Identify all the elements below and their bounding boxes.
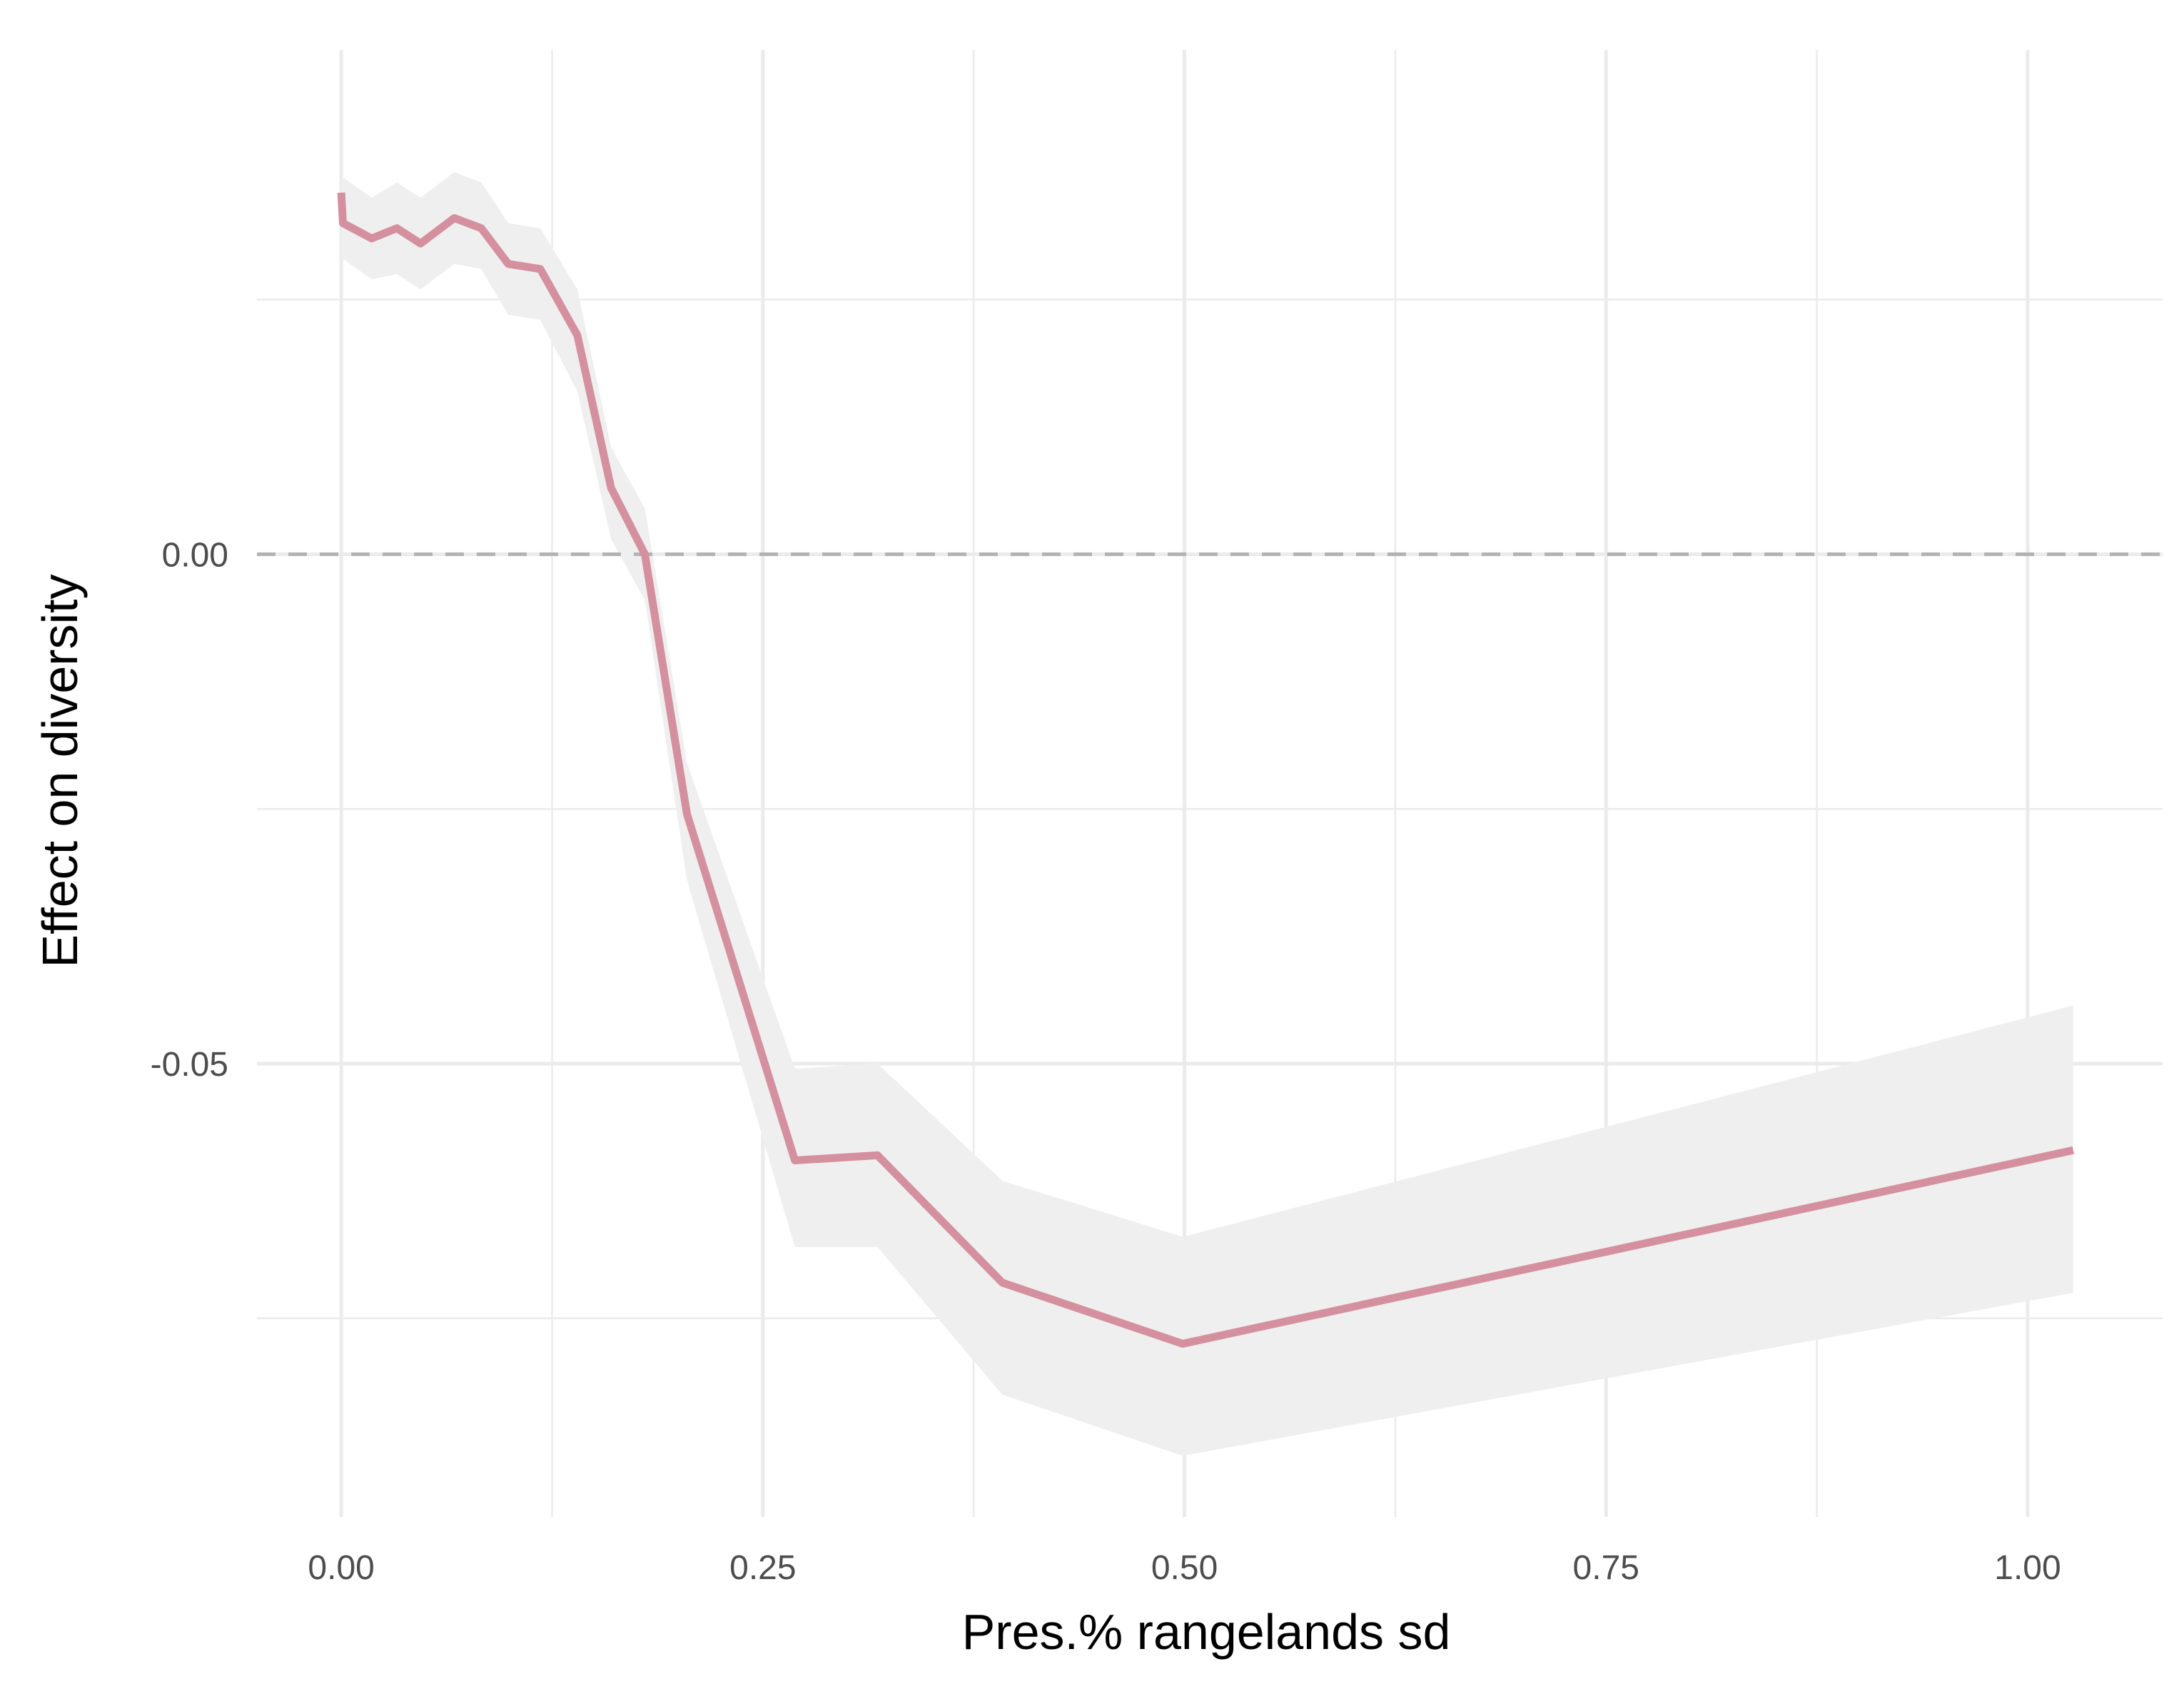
x-axis-title: Pres.% rangelands sd <box>962 1604 1451 1660</box>
x-tick-label: 0.25 <box>729 1549 796 1587</box>
data-point <box>420 243 421 244</box>
y-tick-label: 0.00 <box>162 536 228 574</box>
x-tick-label: 1.00 <box>1994 1549 2061 1587</box>
x-tick-label: 0.50 <box>1151 1549 1218 1587</box>
series-lines <box>337 192 2074 1348</box>
confidence-ribbon <box>341 172 2073 1456</box>
data-point <box>508 263 509 264</box>
data-point <box>877 1155 878 1156</box>
x-tick-label: 0.75 <box>1573 1549 1639 1587</box>
x-tick-label: 0.00 <box>308 1549 374 1587</box>
data-point <box>1002 1282 1003 1283</box>
data-point <box>371 238 372 239</box>
y-tick-labels: 0.00 -0.05 <box>151 536 228 1084</box>
y-axis-title: Effect on diversity <box>32 574 88 967</box>
data-point <box>644 554 645 555</box>
confidence-ribbons <box>341 172 2073 1456</box>
x-tick-labels: 0.00 0.25 0.50 0.75 1.00 <box>308 1549 2061 1587</box>
series-line <box>337 192 2074 1348</box>
y-tick-label: -0.05 <box>151 1046 228 1084</box>
data-point <box>794 1160 795 1161</box>
data-point <box>341 192 342 193</box>
